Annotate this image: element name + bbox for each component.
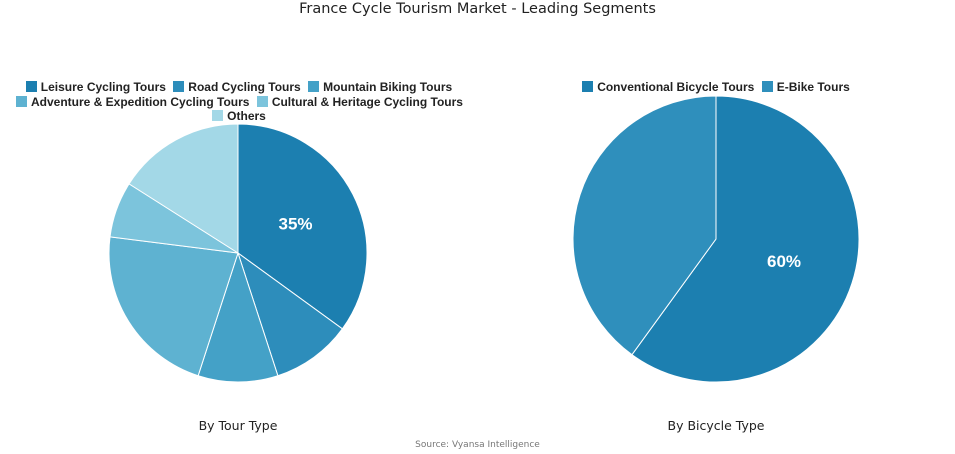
legend-item[interactable]: Others [212, 109, 266, 124]
legend-swatch [16, 95, 27, 107]
legend-label: Road Cycling Tours [188, 80, 301, 94]
legend-item[interactable]: Cultural & Heritage Cycling Tours [256, 94, 463, 110]
subtitle-tour-type: By Tour Type [198, 418, 278, 433]
pie-slice-others[interactable] [128, 123, 239, 254]
legend-swatch [256, 95, 268, 107]
pie-slice-leisure-cycling-tours[interactable] [237, 123, 368, 330]
legend-item[interactable]: Conventional Bicycle Tours [582, 80, 754, 95]
legend-label: Mountain Biking Tours [323, 80, 453, 94]
legend-swatch [173, 81, 185, 92]
legend-label: Cultural & Heritage Cycling Tours [271, 94, 463, 109]
legend-item[interactable]: Mountain Biking Tours [308, 80, 452, 95]
data-label: 35% [278, 215, 312, 234]
legend-item[interactable]: Leisure Cycling Tours [25, 80, 166, 95]
legend-label: Adventure & Expedition Cycling Tours [31, 94, 250, 109]
pie-slice-e-bike-tours[interactable] [572, 95, 717, 356]
legend-tour-type: Leisure Cycling Tours Road Cycling Tours… [14, 80, 464, 124]
legend-label: Leisure Cycling Tours [40, 80, 166, 94]
source-note: Source: Vyansa Intelligence [415, 440, 540, 450]
legend-item[interactable]: E-Bike Tours [761, 80, 850, 95]
pie-slice-road-cycling-tours[interactable] [237, 251, 344, 377]
chart-title: France Cycle Tourism Market - Leading Se… [299, 1, 656, 17]
legend-swatch [25, 81, 37, 92]
legend-swatch [308, 81, 320, 92]
data-label: 60% [767, 252, 801, 271]
pie-slice-conventional-bicycle-tours[interactable] [631, 95, 860, 383]
legend-swatch [761, 81, 773, 92]
legend-bicycle-type: Conventional Bicycle Tours E-Bike Tours [566, 80, 866, 95]
subtitle-bicycle-type: By Bicycle Type [667, 418, 765, 433]
legend-item[interactable]: Road Cycling Tours [173, 80, 301, 95]
legend-label: Conventional Bicycle Tours [597, 80, 755, 94]
legend-label: Others [227, 109, 266, 123]
legend-item[interactable]: Adventure & Expedition Cycling Tours [16, 95, 249, 110]
pie-slice-adventure-expedition-cycling-tours[interactable] [108, 236, 239, 377]
legend-swatch [582, 81, 594, 92]
legend-swatch [212, 110, 224, 121]
legend-label: E-Bike Tours [776, 80, 850, 94]
pie-slice-mountain-biking-tours[interactable] [197, 251, 279, 383]
